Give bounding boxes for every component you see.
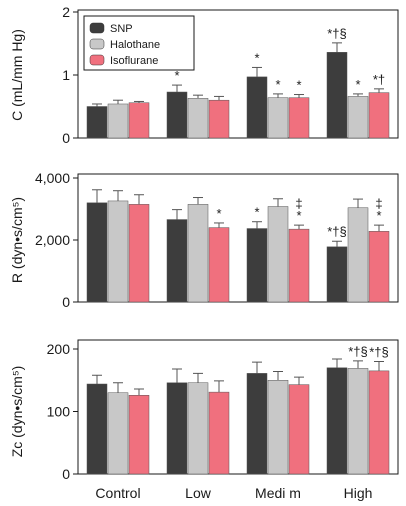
legend-label: Halothane: [110, 39, 160, 51]
bar: [187, 382, 209, 475]
bar: [128, 204, 150, 303]
bar: [267, 97, 289, 139]
bar: [288, 228, 310, 303]
panel-frame: [77, 339, 399, 475]
bar: [208, 227, 230, 303]
significance-marker: *: [275, 77, 280, 92]
legend-swatch: [89, 54, 105, 66]
significance-marker: *: [296, 78, 301, 93]
legend-swatch: [89, 22, 105, 34]
bar: [368, 231, 390, 303]
legend-label: SNP: [110, 23, 133, 35]
significance-marker: *: [254, 50, 259, 65]
bar: [86, 202, 108, 303]
x-tick-label: Control: [95, 485, 140, 501]
bar: [347, 207, 369, 303]
legend: SNP Halothane Isoflurane: [83, 15, 195, 71]
bar: [166, 382, 188, 475]
bar: [288, 384, 310, 475]
significance-marker: *†§: [348, 344, 368, 359]
panel-frame: [77, 9, 399, 139]
bar: [128, 395, 150, 475]
bar: [368, 92, 390, 139]
y-tick-label: 1: [62, 67, 70, 83]
y-tick-label: 2: [62, 4, 70, 20]
bar: [86, 383, 108, 475]
bar: [246, 373, 268, 475]
bar: [267, 206, 289, 303]
y-axis-label: C (mL/mm Hg): [9, 29, 25, 121]
y-tick-label: 0: [62, 466, 70, 482]
significance-marker: *†: [373, 72, 385, 87]
bar: [208, 391, 230, 475]
bar: [347, 368, 369, 475]
y-tick-label: 0: [62, 130, 70, 146]
bar: [166, 219, 188, 303]
x-tick-label: Medi m: [255, 485, 301, 501]
bar: [246, 228, 268, 303]
panel-frame: [77, 173, 399, 303]
bar: [166, 91, 188, 139]
significance-marker: *†§: [327, 26, 347, 41]
bar: [288, 97, 310, 139]
y-tick-label: 0: [62, 294, 70, 310]
panel-1: 0 1 2 C (mL/mm Hg) * * * * *†§ * *†: [9, 4, 399, 146]
y-tick-label: 200: [47, 341, 71, 357]
y-tick-label: 2,000: [35, 232, 70, 248]
y-tick-label: 100: [47, 404, 71, 420]
panels: 0 1 2 C (mL/mm Hg) * * * * *†§ * *† 0 2,000 4,000 R (d…: [9, 4, 399, 482]
x-tick-label: Low: [185, 485, 212, 501]
legend-swatch: [89, 38, 105, 50]
bar: [107, 103, 129, 139]
significance-marker: *†§: [327, 224, 347, 239]
significance-marker: *: [355, 77, 360, 92]
bar: [347, 96, 369, 139]
y-axis-label: R (dyn•s/cm⁵): [9, 197, 25, 283]
significance-marker: ‡: [375, 196, 382, 211]
bar: [326, 367, 348, 475]
bar: [368, 370, 390, 475]
y-axis-label: Zc (dyn•s/cm⁵): [9, 366, 25, 458]
bar: [187, 98, 209, 139]
bar: [86, 106, 108, 139]
bar: [128, 102, 150, 139]
significance-marker: ‡: [295, 196, 302, 211]
significance-marker: *†§: [369, 345, 389, 360]
significance-marker: *: [254, 205, 259, 220]
bar: [326, 52, 348, 139]
x-tick-label: High: [344, 485, 373, 501]
significance-marker: *: [174, 68, 179, 83]
bar: [187, 204, 209, 303]
x-axis-labels: Control Low Medi m High: [95, 485, 372, 501]
bar: [107, 200, 129, 303]
bar: [326, 246, 348, 303]
significance-marker: *: [376, 208, 381, 223]
bar: [208, 99, 230, 139]
legend-label: Isoflurane: [110, 55, 158, 67]
y-tick-label: 4,000: [35, 170, 70, 186]
bar: [267, 380, 289, 475]
bar: [246, 76, 268, 139]
bar: [107, 392, 129, 475]
significance-marker: *: [216, 206, 221, 221]
significance-marker: *: [296, 208, 301, 223]
panel-3: 0 100 200 Zc (dyn•s/cm⁵) *†§ *†§: [9, 339, 399, 482]
